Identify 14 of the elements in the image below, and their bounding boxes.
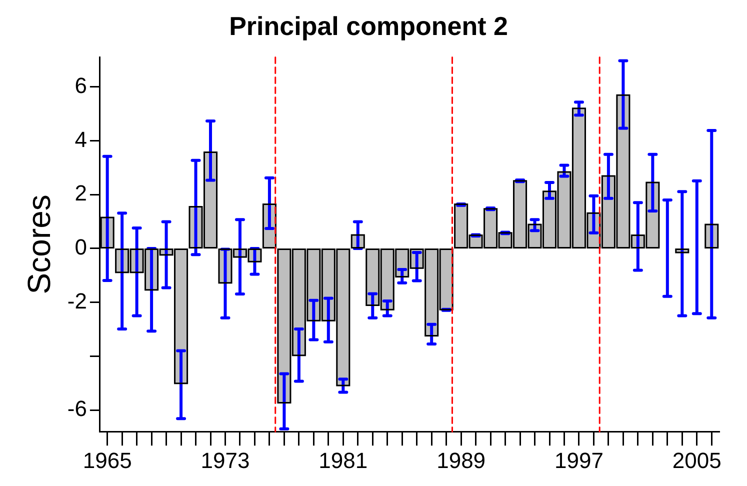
- y-tick-label: 0: [74, 234, 87, 260]
- y-axis-title: Scores: [21, 194, 58, 294]
- x-tick-label: 2005: [672, 448, 722, 473]
- y-tick-label: -2: [67, 288, 87, 314]
- x-tick-label: 1997: [554, 448, 604, 473]
- x-tick-label: 1989: [436, 448, 486, 473]
- chart-title: Principal component 2: [229, 10, 508, 41]
- y-tick-label: 2: [74, 180, 87, 206]
- x-tick-label: 1981: [318, 448, 368, 473]
- x-tick-label: 1965: [82, 448, 132, 473]
- x-tick-label: 1973: [200, 448, 250, 473]
- y-tick-label: -6: [67, 396, 87, 422]
- y-tick-label: 6: [74, 72, 87, 98]
- y-tick-label: 4: [74, 126, 87, 152]
